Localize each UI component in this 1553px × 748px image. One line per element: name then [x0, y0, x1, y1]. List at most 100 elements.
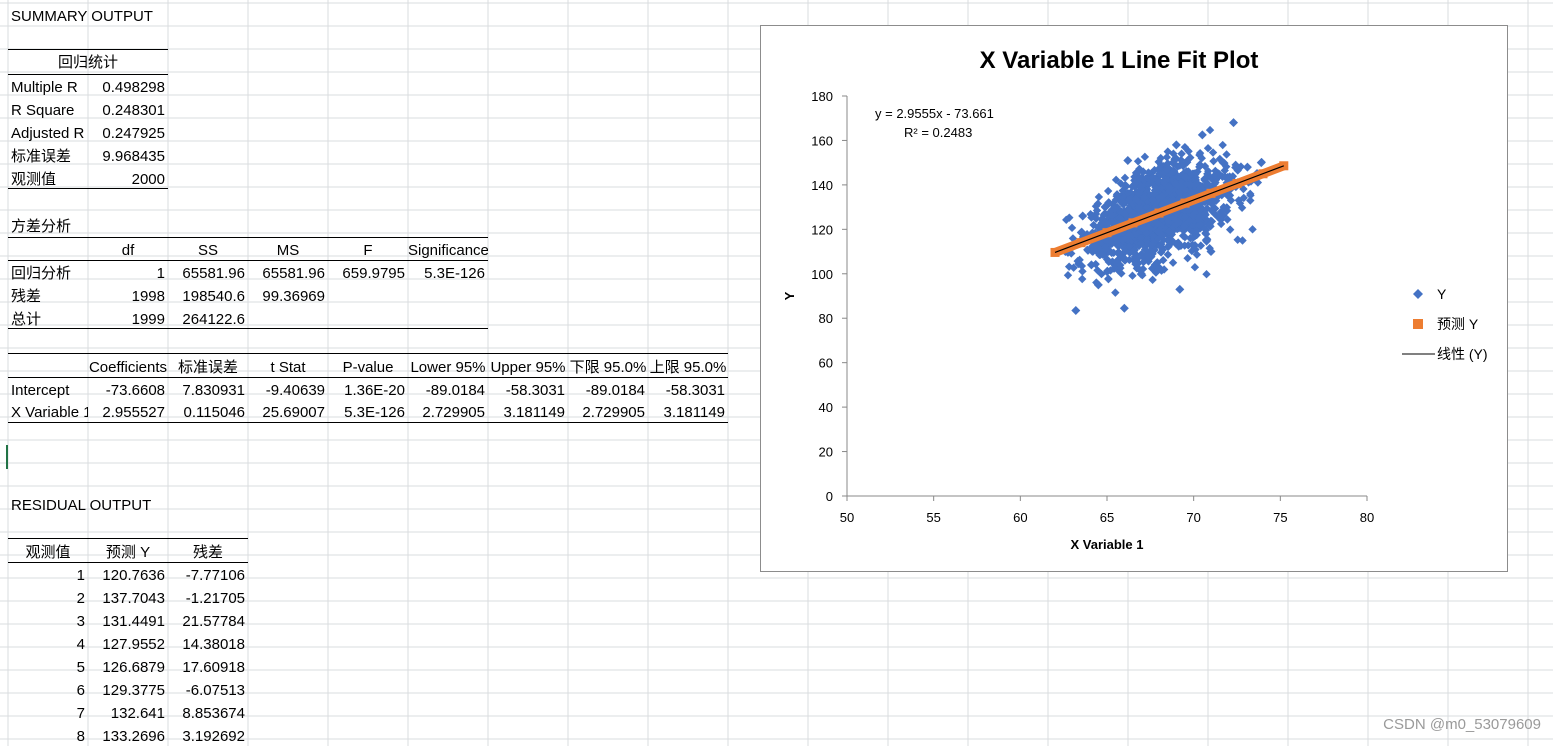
anova-cell: 1 [156, 265, 165, 282]
y-point [1102, 267, 1112, 277]
y-point [1153, 219, 1162, 228]
stat-label: Multiple R [11, 79, 78, 96]
y-point [1222, 203, 1232, 212]
residual-pred: 129.3775 [102, 682, 165, 699]
legend-predicted-marker [1413, 319, 1423, 329]
y-point [1104, 274, 1113, 283]
y-point [1112, 236, 1122, 245]
anova-header-sigf: Significance F [408, 242, 488, 259]
y-point [1233, 235, 1242, 244]
y-tick-label: 160 [811, 133, 833, 148]
y-point [1092, 240, 1101, 249]
y-point [1143, 239, 1153, 248]
coef-header: Coefficients [88, 359, 168, 376]
y-point [1171, 140, 1181, 150]
residual-title: RESIDUAL OUTPUT [11, 497, 152, 514]
y-point [1204, 220, 1214, 230]
y-point [1120, 244, 1129, 253]
y-point [1118, 236, 1127, 245]
residual-pred: 137.7043 [102, 590, 165, 607]
y-point [1192, 226, 1201, 236]
coef-header-border [8, 377, 728, 378]
y-point [1176, 155, 1186, 165]
y-point [1169, 185, 1178, 194]
y-tick-label: 40 [819, 400, 833, 415]
stats-bottom-border [8, 188, 168, 189]
y-point [1188, 240, 1197, 250]
regression-stats-header: 回归统计 [57, 54, 118, 71]
y-point [1172, 154, 1181, 163]
x-tick-label: 50 [840, 510, 854, 525]
y-point [1106, 207, 1115, 216]
y-point [1125, 230, 1134, 240]
y-point [1129, 246, 1138, 256]
residual-header: 预测 Y [105, 544, 151, 561]
y-point [1196, 241, 1206, 250]
y-point [1189, 205, 1198, 215]
y-point [1118, 193, 1128, 203]
y-point [1148, 195, 1157, 205]
y-point [1168, 258, 1178, 267]
y-point [1086, 260, 1096, 270]
x-tick-label: 75 [1273, 510, 1287, 525]
y-point [1120, 173, 1130, 183]
y-point [1136, 233, 1146, 243]
chart-legend: Y 预测 Y 线性 (Y) [1402, 286, 1488, 362]
residual-header-border [8, 562, 248, 563]
y-point [1233, 166, 1242, 175]
y-point [1197, 154, 1206, 163]
residual-top-border [8, 538, 248, 539]
y-point [1157, 214, 1167, 223]
coef-cell: -73.6608 [105, 382, 165, 399]
coef-header: Upper 95% [490, 359, 566, 376]
y-point [1088, 211, 1097, 221]
y-point [1218, 140, 1227, 150]
y-point [1115, 228, 1125, 238]
anova-cell: 198540.6 [182, 288, 245, 305]
y-point [1125, 205, 1134, 215]
y-point [1063, 271, 1073, 280]
trendline-r-squared: R² = 0.2483 [904, 125, 972, 140]
y-point [1203, 144, 1213, 153]
y-point [1187, 246, 1197, 256]
y-point [1174, 217, 1183, 227]
y-point [1133, 157, 1143, 166]
y-point [1182, 179, 1191, 188]
stat-value: 2000 [131, 171, 165, 188]
y-point [1229, 118, 1239, 128]
y-point [1126, 194, 1135, 204]
y-point [1094, 192, 1104, 202]
stat-value: 0.247925 [102, 125, 165, 142]
y-point [1162, 165, 1172, 175]
coef-top-border [8, 353, 728, 354]
active-cell-indicator [6, 445, 8, 469]
y-point [1163, 169, 1172, 178]
y-point [1127, 211, 1137, 220]
y-point [1222, 150, 1231, 159]
residual-value: -7.77106 [185, 567, 245, 584]
residual-header: 观测值 [25, 544, 71, 561]
y-point [1237, 203, 1247, 212]
line-fit-plot-chart[interactable]: X Variable 1 Line Fit Plot 0 20 40 60 80 100 12… [760, 25, 1508, 572]
coef-bottom-border [8, 422, 728, 423]
y-point [1223, 191, 1233, 201]
y-point [1192, 250, 1202, 259]
residual-pred: 131.4491 [102, 613, 165, 630]
residual-obs: 6 [76, 682, 85, 699]
coef-cell: -89.0184 [425, 382, 485, 399]
coef-header: 上限 95.0% [649, 359, 727, 376]
y-point [1152, 258, 1162, 268]
x-tick-label: 60 [1013, 510, 1027, 525]
y-point [1242, 162, 1252, 172]
coef-cell: 5.3E-126 [344, 404, 405, 421]
residual-pred: 132.641 [110, 705, 165, 722]
summary-title: SUMMARY OUTPUT [11, 8, 153, 25]
y-point [1205, 125, 1215, 135]
y-point [1204, 166, 1213, 176]
coef-cell: -58.3031 [665, 382, 725, 399]
stats-top-border [8, 49, 168, 50]
coef-row-label: Intercept [11, 382, 70, 399]
stat-label: 标准误差 [11, 148, 72, 165]
y-point [1140, 152, 1150, 162]
y-point [1078, 274, 1087, 284]
